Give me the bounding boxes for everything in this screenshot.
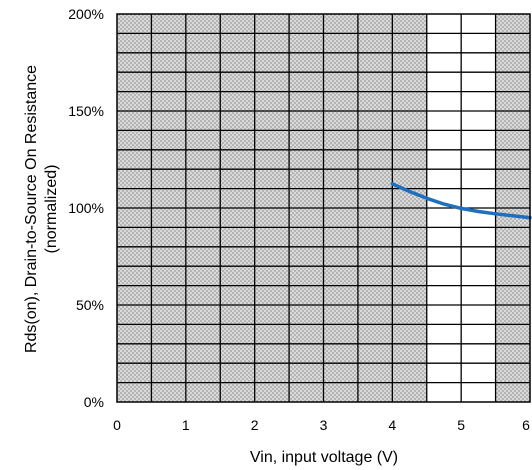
y-tick-label: 100% [68, 200, 104, 216]
x-tick-label: 0 [113, 417, 121, 433]
x-tick-label: 4 [388, 417, 396, 433]
y-axis-subtitle: (normalized) [43, 165, 60, 254]
plot-border [116, 13, 531, 403]
y-tick-labels: 0% 50% 100% 150% 200% [68, 6, 104, 410]
y-tick-label: 150% [68, 103, 104, 119]
x-tick-label: 5 [457, 417, 465, 433]
x-tick-label: 2 [251, 417, 259, 433]
series-layer [390, 182, 532, 220]
plot-frame [116, 13, 531, 403]
gridlines [117, 14, 530, 402]
y-axis-title: Rds(on), Drain-to-Source On Resistance [23, 65, 40, 353]
x-tick-label: 6 [522, 417, 530, 433]
y-tick-label: 200% [68, 6, 104, 22]
series-line-0 [390, 182, 532, 220]
y-tick-label: 50% [76, 297, 104, 313]
x-tick-labels: 0 1 2 3 4 5 6 [113, 417, 530, 433]
y-tick-label: 0% [84, 394, 104, 410]
x-tick-label: 1 [182, 417, 190, 433]
x-axis-title: Vin, input voltage (V) [250, 449, 398, 466]
x-tick-label: 3 [320, 417, 328, 433]
